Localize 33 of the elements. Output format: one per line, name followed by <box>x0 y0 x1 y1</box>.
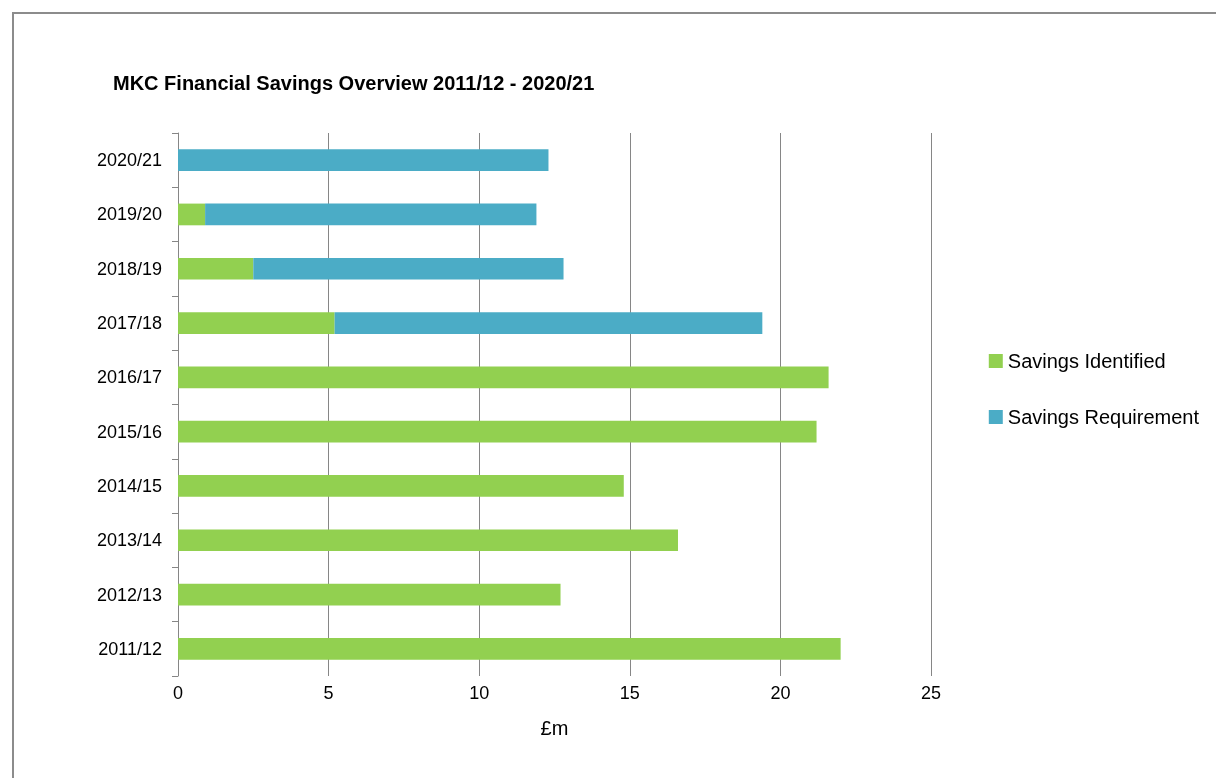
bar <box>178 529 678 552</box>
bar <box>253 257 564 280</box>
y-tick-label: 2020/21 <box>96 150 162 171</box>
x-tick-label: 25 <box>920 683 942 703</box>
y-tick-label: 2013/14 <box>96 530 162 551</box>
y-tick-label: 2018/19 <box>96 258 162 279</box>
legend-label: Savings Requirement <box>1007 406 1200 428</box>
bar <box>205 203 537 226</box>
y-tick-label: 2017/18 <box>96 313 162 334</box>
y-tick-label: 2012/13 <box>96 584 162 605</box>
x-axis-title: £m <box>540 717 569 739</box>
chart-title: MKC Financial Savings Overview 2011/12 - 2020/21 <box>113 72 595 94</box>
y-tick-label: 2019/20 <box>96 204 162 225</box>
x-tick-label: 10 <box>469 683 490 703</box>
bar <box>178 366 829 389</box>
x-tick-label: 5 <box>323 683 334 703</box>
bar <box>178 312 335 334</box>
x-tick-label: 15 <box>619 683 640 703</box>
bar <box>178 420 817 443</box>
x-tick-label: 20 <box>770 683 791 703</box>
bar <box>178 637 841 660</box>
y-tick-label: 2016/17 <box>96 367 162 388</box>
bar <box>178 583 561 606</box>
x-tick-label: 0 <box>172 683 184 703</box>
legend-label: Savings Identified <box>1007 350 1166 372</box>
y-tick-label: 2015/16 <box>96 421 162 442</box>
bar <box>334 312 763 334</box>
bar <box>178 475 624 497</box>
bar <box>178 203 206 226</box>
y-tick-label: 2011/12 <box>98 638 162 659</box>
bar <box>178 257 254 280</box>
y-tick-label: 2014/15 <box>96 475 162 496</box>
bar <box>178 149 549 172</box>
